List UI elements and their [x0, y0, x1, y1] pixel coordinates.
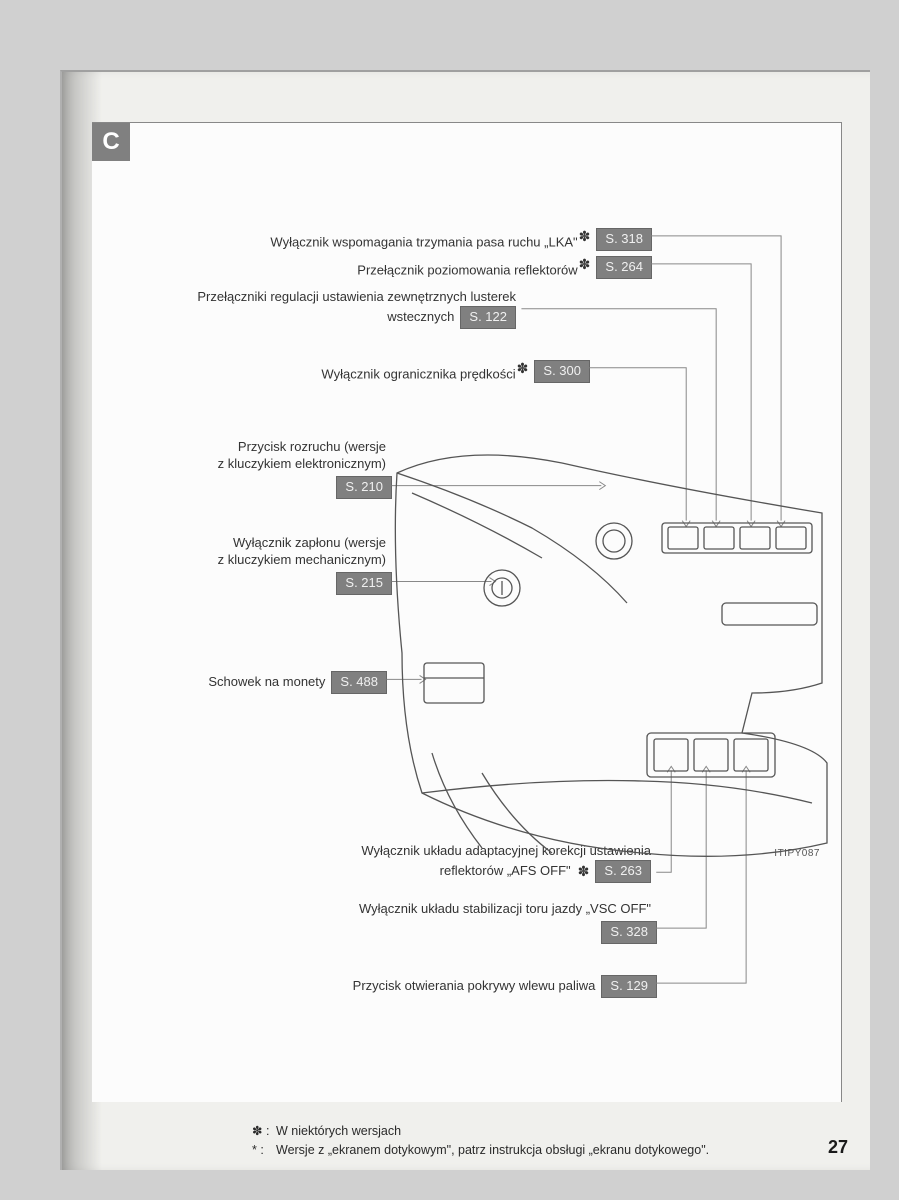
asterisk-icon: ✽ [517, 360, 529, 376]
callout-ignition: Wyłącznik zapłonu (wersje z kluczykiem m… [92, 535, 392, 595]
footnote-text: Wersje z „ekranem dotykowym", patrz inst… [276, 1141, 709, 1160]
footnote-mark: ✽ : [252, 1122, 276, 1141]
callout-mirrors: Przełączniki regulacji ustawienia zewnęt… [92, 289, 522, 327]
footnote-text: W niektórych wersjach [276, 1122, 401, 1141]
callout-text: Wyłącznik zapłonu (wersje z kluczykiem m… [218, 535, 386, 569]
callout-text: Przycisk rozruchu (wersje z kluczykiem e… [218, 439, 386, 473]
callout-text: Przełączniki regulacji ustawienia zewnęt… [197, 289, 516, 329]
callout-fuel-door: Przycisk otwierania pokrywy wlewu paliwa… [92, 975, 657, 998]
section-badge: C [92, 123, 130, 161]
asterisk-icon: ✽ [578, 862, 590, 880]
callout-lka: Wyłącznik wspomagania trzymania pasa ruc… [92, 227, 652, 251]
callout-text: Przełącznik poziomowania reflektorów✽ [357, 255, 590, 279]
callout-text: Wyłącznik wspomagania trzymania pasa ruc… [270, 227, 590, 251]
page-ref: S. 488 [331, 671, 387, 694]
page-ref: S. 318 [596, 228, 652, 251]
page-number: 27 [828, 1137, 848, 1158]
callout-coin-box: Schowek na monety S. 488 [92, 671, 387, 694]
callout-text: Schowek na monety [208, 674, 325, 691]
footnote-row: * : Wersje z „ekranem dotykowym", patrz … [252, 1141, 709, 1160]
page-ref: S. 122 [460, 306, 516, 329]
manual-page: C Wyłącznik wspomagania trzymania pasa r… [60, 70, 870, 1170]
footnote-row: ✽ : W niektórych wersjach [252, 1122, 709, 1141]
asterisk-icon: ✽ [579, 228, 591, 244]
page-ref: S. 328 [601, 921, 657, 944]
diagram-code: ITIPY087 [774, 848, 820, 859]
diagram-panel: C Wyłącznik wspomagania trzymania pasa r… [92, 122, 842, 1102]
page-ref: S. 210 [336, 476, 392, 499]
callout-text: Wyłącznik układu stabilizacji toru jazdy… [359, 901, 651, 918]
page-ref: S. 264 [596, 256, 652, 279]
callout-vsc-off: Wyłącznik układu stabilizacji toru jazdy… [92, 901, 657, 944]
page-ref: S. 263 [595, 860, 651, 883]
footnotes: ✽ : W niektórych wersjach * : Wersje z „… [252, 1122, 709, 1160]
callout-text: Wyłącznik ogranicznika prędkości✽ [321, 359, 528, 383]
callout-engine-start: Przycisk rozruchu (wersje z kluczykiem e… [92, 439, 392, 499]
asterisk-icon: ✽ [579, 256, 591, 272]
dashboard-illustration: ITIPY087 [392, 433, 832, 863]
page-ref: S. 300 [534, 360, 590, 383]
callout-speed-limiter: Wyłącznik ogranicznika prędkości✽ S. 300 [92, 359, 590, 383]
callout-text: Przycisk otwierania pokrywy wlewu paliwa [353, 978, 596, 995]
callout-headlamp-level: Przełącznik poziomowania reflektorów✽ S.… [92, 255, 652, 279]
page-ref: S. 129 [601, 975, 657, 998]
footnote-mark: * : [252, 1141, 276, 1160]
page-ref: S. 215 [336, 572, 392, 595]
